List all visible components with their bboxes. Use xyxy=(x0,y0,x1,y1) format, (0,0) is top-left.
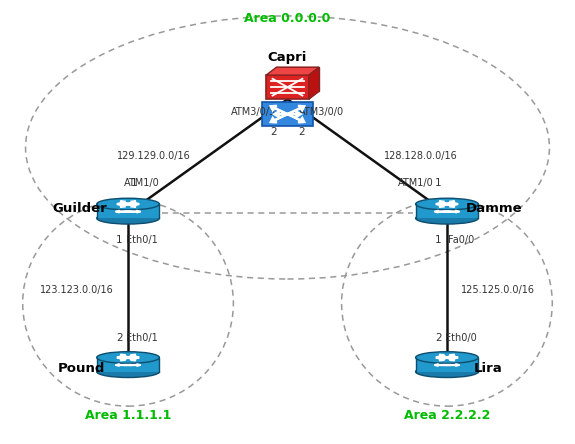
FancyArrow shape xyxy=(447,357,455,361)
FancyArrow shape xyxy=(120,204,128,207)
Text: ATM3/0/0: ATM3/0/0 xyxy=(299,107,344,117)
Text: ATM3/0/3: ATM3/0/3 xyxy=(231,107,276,117)
FancyBboxPatch shape xyxy=(277,67,319,91)
FancyBboxPatch shape xyxy=(262,102,313,127)
Polygon shape xyxy=(97,357,159,372)
Ellipse shape xyxy=(416,352,478,363)
Text: 129.129.0.0/16: 129.129.0.0/16 xyxy=(117,151,190,161)
FancyArrow shape xyxy=(439,201,447,204)
Ellipse shape xyxy=(97,198,159,210)
FancyArrow shape xyxy=(283,111,301,117)
Polygon shape xyxy=(97,204,159,218)
Ellipse shape xyxy=(416,366,478,377)
FancyArrow shape xyxy=(444,211,459,212)
Text: Eth0/1: Eth0/1 xyxy=(126,234,158,245)
Text: Fa0/0: Fa0/0 xyxy=(448,234,474,245)
Text: Eth0/1: Eth0/1 xyxy=(126,333,158,343)
Text: Area 2.2.2.2: Area 2.2.2.2 xyxy=(404,409,490,422)
FancyBboxPatch shape xyxy=(266,75,309,99)
FancyArrow shape xyxy=(116,364,131,366)
Polygon shape xyxy=(309,67,319,99)
Text: Capri: Capri xyxy=(268,51,307,64)
Polygon shape xyxy=(266,67,319,75)
FancyArrow shape xyxy=(117,357,128,358)
FancyArrow shape xyxy=(120,201,128,204)
FancyArrow shape xyxy=(128,357,139,358)
FancyArrow shape xyxy=(288,114,304,123)
FancyArrow shape xyxy=(271,114,288,123)
FancyArrow shape xyxy=(116,211,131,212)
Text: 1: 1 xyxy=(435,234,442,245)
Text: 125.125.0.0/16: 125.125.0.0/16 xyxy=(461,285,535,295)
Text: Eth0/0: Eth0/0 xyxy=(445,333,477,343)
Text: Lira: Lira xyxy=(474,362,503,375)
Ellipse shape xyxy=(416,212,478,224)
FancyArrow shape xyxy=(447,357,458,358)
FancyArrow shape xyxy=(447,204,455,207)
FancyArrow shape xyxy=(436,203,447,205)
Text: 2: 2 xyxy=(270,127,277,137)
Text: 2: 2 xyxy=(298,127,305,137)
FancyArrow shape xyxy=(128,355,136,358)
Text: Area 0.0.0.0: Area 0.0.0.0 xyxy=(244,12,331,24)
Polygon shape xyxy=(416,357,478,372)
FancyArrow shape xyxy=(120,355,128,358)
Text: 1: 1 xyxy=(131,178,137,187)
FancyArrow shape xyxy=(128,357,136,361)
Text: 128.128.0.0/16: 128.128.0.0/16 xyxy=(385,151,458,161)
FancyArrow shape xyxy=(120,357,128,361)
Ellipse shape xyxy=(97,212,159,224)
FancyArrow shape xyxy=(447,203,458,205)
Text: 1: 1 xyxy=(116,234,123,245)
FancyArrow shape xyxy=(444,364,459,366)
Text: 123.123.0.0/16: 123.123.0.0/16 xyxy=(40,285,114,295)
FancyArrow shape xyxy=(447,355,455,358)
FancyArrow shape xyxy=(125,211,140,212)
FancyArrow shape xyxy=(435,364,450,366)
FancyArrow shape xyxy=(447,201,455,204)
Ellipse shape xyxy=(97,366,159,377)
Ellipse shape xyxy=(97,352,159,363)
FancyArrow shape xyxy=(117,203,128,205)
FancyArrow shape xyxy=(274,111,292,117)
Text: 2: 2 xyxy=(116,333,123,343)
FancyArrow shape xyxy=(288,106,304,114)
FancyArrow shape xyxy=(439,357,447,361)
Text: 1: 1 xyxy=(435,178,442,187)
Text: Guilder: Guilder xyxy=(52,202,107,215)
Text: ATM1/0: ATM1/0 xyxy=(398,178,434,187)
FancyArrow shape xyxy=(439,355,447,358)
FancyArrow shape xyxy=(271,106,288,114)
FancyArrow shape xyxy=(435,211,450,212)
Polygon shape xyxy=(416,204,478,218)
Text: Pound: Pound xyxy=(58,362,105,375)
Text: ATM1/0: ATM1/0 xyxy=(124,178,160,187)
FancyArrow shape xyxy=(128,201,136,204)
FancyArrow shape xyxy=(439,204,447,207)
FancyArrow shape xyxy=(125,364,140,366)
FancyArrow shape xyxy=(128,204,136,207)
FancyArrow shape xyxy=(128,203,139,205)
Ellipse shape xyxy=(416,198,478,210)
Text: 2: 2 xyxy=(435,333,442,343)
FancyArrow shape xyxy=(436,357,447,358)
Text: Damme: Damme xyxy=(465,202,522,215)
Text: Area 1.1.1.1: Area 1.1.1.1 xyxy=(85,409,171,422)
